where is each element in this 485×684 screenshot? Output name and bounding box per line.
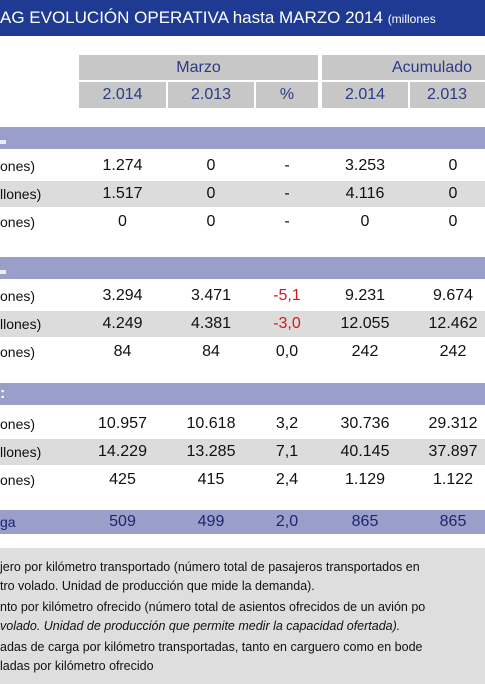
cell-month-2014: 425	[109, 471, 136, 488]
cell-pct: 3,2	[275, 415, 299, 432]
table-row: llones) 1.517 0 - 4.116 0	[0, 181, 485, 207]
row-label: ones)	[0, 344, 36, 360]
cell-month-2013: 84	[202, 343, 220, 360]
footnote-line: nto por kilómetro ofrecido (número total…	[0, 600, 426, 614]
table-row: ones) 10.957 10.618 3,2 30.736 29.312	[0, 411, 485, 437]
cell-cum-2014: 3.253	[344, 157, 386, 174]
cell-cum-2013: 0	[448, 157, 458, 174]
cell-month-2013: 10.618	[186, 415, 236, 432]
section-header-2	[0, 257, 485, 279]
table-row: llones) 4.249 4.381 -3,0 12.055 12.462	[0, 311, 485, 337]
cell-cum-2013: 12.462	[428, 315, 478, 332]
cell-pct: -3,0	[273, 315, 301, 332]
report-title-bar: AG EVOLUCIÓN OPERATIVA hasta MARZO 2014 …	[0, 0, 485, 36]
cell-pct: -	[284, 185, 290, 202]
cell-month-2013: 0	[206, 157, 216, 174]
cell-month-2014: 84	[113, 343, 132, 360]
cell-pct: 0,0	[275, 343, 299, 360]
cell-cum-2014: 4.116	[345, 185, 385, 202]
totals-month-2014: 509	[109, 513, 136, 530]
section-marker: :	[0, 385, 6, 402]
row-label: llones)	[0, 444, 42, 460]
cell-month-2014: 1.274	[102, 157, 143, 174]
totals-row: ga 509 499 2,0 865 865	[0, 510, 485, 534]
row-label: ones)	[0, 214, 36, 230]
totals-month-2013: 499	[197, 513, 225, 530]
row-label: llones)	[0, 316, 42, 332]
table-row: ones) 1.274 0 - 3.253 0	[0, 153, 485, 179]
totals-cum-2013: 865	[439, 513, 467, 530]
totals-cum-2014: 865	[351, 513, 379, 530]
cell-month-2013: 415	[197, 471, 225, 488]
header-col-month-2013: 2.013	[168, 82, 254, 108]
cell-month-2014: 3.294	[102, 287, 143, 304]
footnote-line: jero por kilómetro transportado (número …	[0, 560, 420, 574]
row-label: llones)	[0, 186, 42, 202]
row-label: ones)	[0, 416, 36, 432]
cell-cum-2014: 0	[360, 213, 370, 230]
cell-cum-2013: 242	[439, 343, 467, 360]
header-group-cumulative: Acumulado	[322, 55, 485, 80]
table-row: ones) 3.294 3.471 -5,1 9.231 9.674	[0, 283, 485, 309]
cell-month-2014: 14.229	[98, 443, 147, 460]
header-col-cum-2014: 2.014	[322, 82, 408, 108]
footnote-line: volado. Unidad de producción que permite…	[0, 619, 401, 633]
row-label: ones)	[0, 158, 36, 174]
cell-month-2013: 0	[206, 185, 216, 202]
totals-pct: 2,0	[275, 513, 299, 530]
cell-cum-2014: 30.736	[340, 415, 390, 432]
cell-pct: 2,4	[275, 471, 299, 488]
cell-cum-2013: 0	[448, 213, 458, 230]
cell-month-2014: 0	[118, 213, 127, 230]
cell-month-2013: 13.285	[186, 443, 236, 460]
cell-month-2013: 4.381	[190, 315, 232, 332]
table-row: ones) 0 0 - 0 0	[0, 209, 485, 235]
header-col-pct: %	[256, 82, 318, 108]
cell-cum-2014: 40.145	[340, 443, 390, 460]
table-row: llones) 14.229 13.285 7,1 40.145 37.897	[0, 439, 485, 465]
header-col-cum-2013: 2.013	[410, 82, 485, 108]
row-label: ones)	[0, 472, 36, 488]
report-title: AG EVOLUCIÓN OPERATIVA hasta MARZO 2014	[0, 8, 383, 27]
cell-pct: -5,1	[273, 287, 301, 304]
section-header-3: :	[0, 383, 485, 405]
cell-cum-2013: 0	[448, 185, 458, 202]
totals-label: ga	[0, 514, 16, 530]
footnote-line: adas de carga por kilómetro transportada…	[0, 640, 423, 654]
row-label: ones)	[0, 288, 36, 304]
cell-pct: 7,1	[275, 443, 299, 460]
cell-pct: -	[284, 213, 290, 230]
cell-pct: -	[284, 157, 290, 174]
cell-month-2014: 4.249	[102, 315, 143, 332]
cell-cum-2013: 29.312	[428, 415, 478, 432]
cell-month-2014: 1.517	[102, 185, 143, 202]
table-row: ones) 425 415 2,4 1.129 1.122	[0, 467, 485, 493]
table-row: ones) 84 84 0,0 242 242	[0, 339, 485, 365]
cell-month-2014: 10.957	[98, 415, 147, 432]
cell-month-2013: 3.471	[190, 287, 232, 304]
cell-cum-2014: 242	[351, 343, 379, 360]
header-col-month-2014: 2.014	[79, 82, 166, 108]
header-group-month: Marzo	[79, 55, 318, 80]
report-title-unit: (millones	[387, 12, 436, 26]
footnote-line: ladas por kilómetro ofrecido	[0, 659, 154, 673]
cell-cum-2014: 1.129	[344, 471, 386, 488]
footnote-line: tro volado. Unidad de producción que mid…	[0, 579, 315, 593]
cell-cum-2013: 37.897	[428, 443, 478, 460]
cell-cum-2014: 12.055	[340, 315, 390, 332]
footnotes: jero por kilómetro transportado (número …	[0, 548, 485, 684]
cell-cum-2013: 1.122	[432, 471, 474, 488]
cell-cum-2013: 9.674	[432, 287, 474, 304]
section-header-1	[0, 127, 485, 149]
cell-cum-2014: 9.231	[344, 287, 386, 304]
cell-month-2013: 0	[206, 213, 216, 230]
